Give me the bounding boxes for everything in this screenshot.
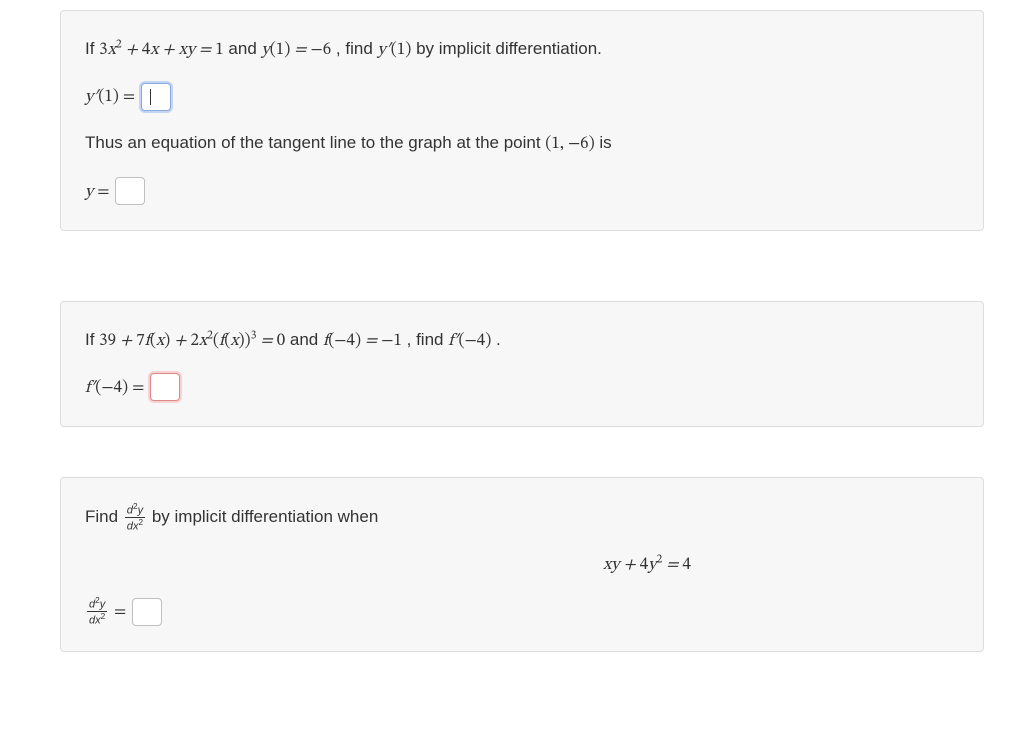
text: by implicit differentiation when (152, 507, 378, 526)
problem-3-equation: xy + 4y2 = 4 (485, 553, 809, 577)
text: If (85, 39, 99, 58)
answer-input-fprime[interactable] (150, 373, 180, 401)
problem-panel-2: If 39 + 7f(x) + 2x2(f(x))3 = 0 and f(−4)… (60, 301, 984, 427)
problem-panel-3: Find d2y dx2 by implicit differentiation… (60, 477, 984, 652)
answer-input-tangent[interactable] (115, 177, 145, 205)
text: by implicit differentiation. (416, 39, 602, 58)
text: Find (85, 507, 123, 526)
text: , find (336, 39, 378, 58)
text: . (496, 330, 501, 349)
text: and (290, 330, 323, 349)
second-derivative-fraction: d2y dx2 (125, 502, 145, 533)
answer-row-d2y: d2y dx2 = (85, 596, 959, 627)
problem-2-statement: If 39 + 7f(x) + 2x2(f(x))3 = 0 and f(−4)… (85, 326, 959, 355)
text: If (85, 330, 99, 349)
problem-1-statement: If 3x2 + 4x + xy = 1 and y(1) = −6 , fin… (85, 35, 959, 64)
problem-1-tangent-text: Thus an equation of the tangent line to … (85, 129, 959, 158)
text: Thus an equation of the tangent line to … (85, 133, 545, 152)
text: is (599, 133, 611, 152)
answer-input-yprime1[interactable] (141, 83, 171, 111)
answer-row-tangent: y = (85, 177, 959, 206)
second-derivative-fraction-lhs: d2y dx2 (87, 596, 107, 627)
answer-row-fprime: f′(−4) = (85, 373, 959, 402)
answer-row-yprime: y′(1) = (85, 82, 959, 111)
problem-panel-1: If 3x2 + 4x + xy = 1 and y(1) = −6 , fin… (60, 10, 984, 231)
problem-3-statement: Find d2y dx2 by implicit differentiation… (85, 502, 959, 533)
answer-input-d2y[interactable] (132, 598, 162, 626)
text: and (228, 39, 261, 58)
text: , find (407, 330, 449, 349)
